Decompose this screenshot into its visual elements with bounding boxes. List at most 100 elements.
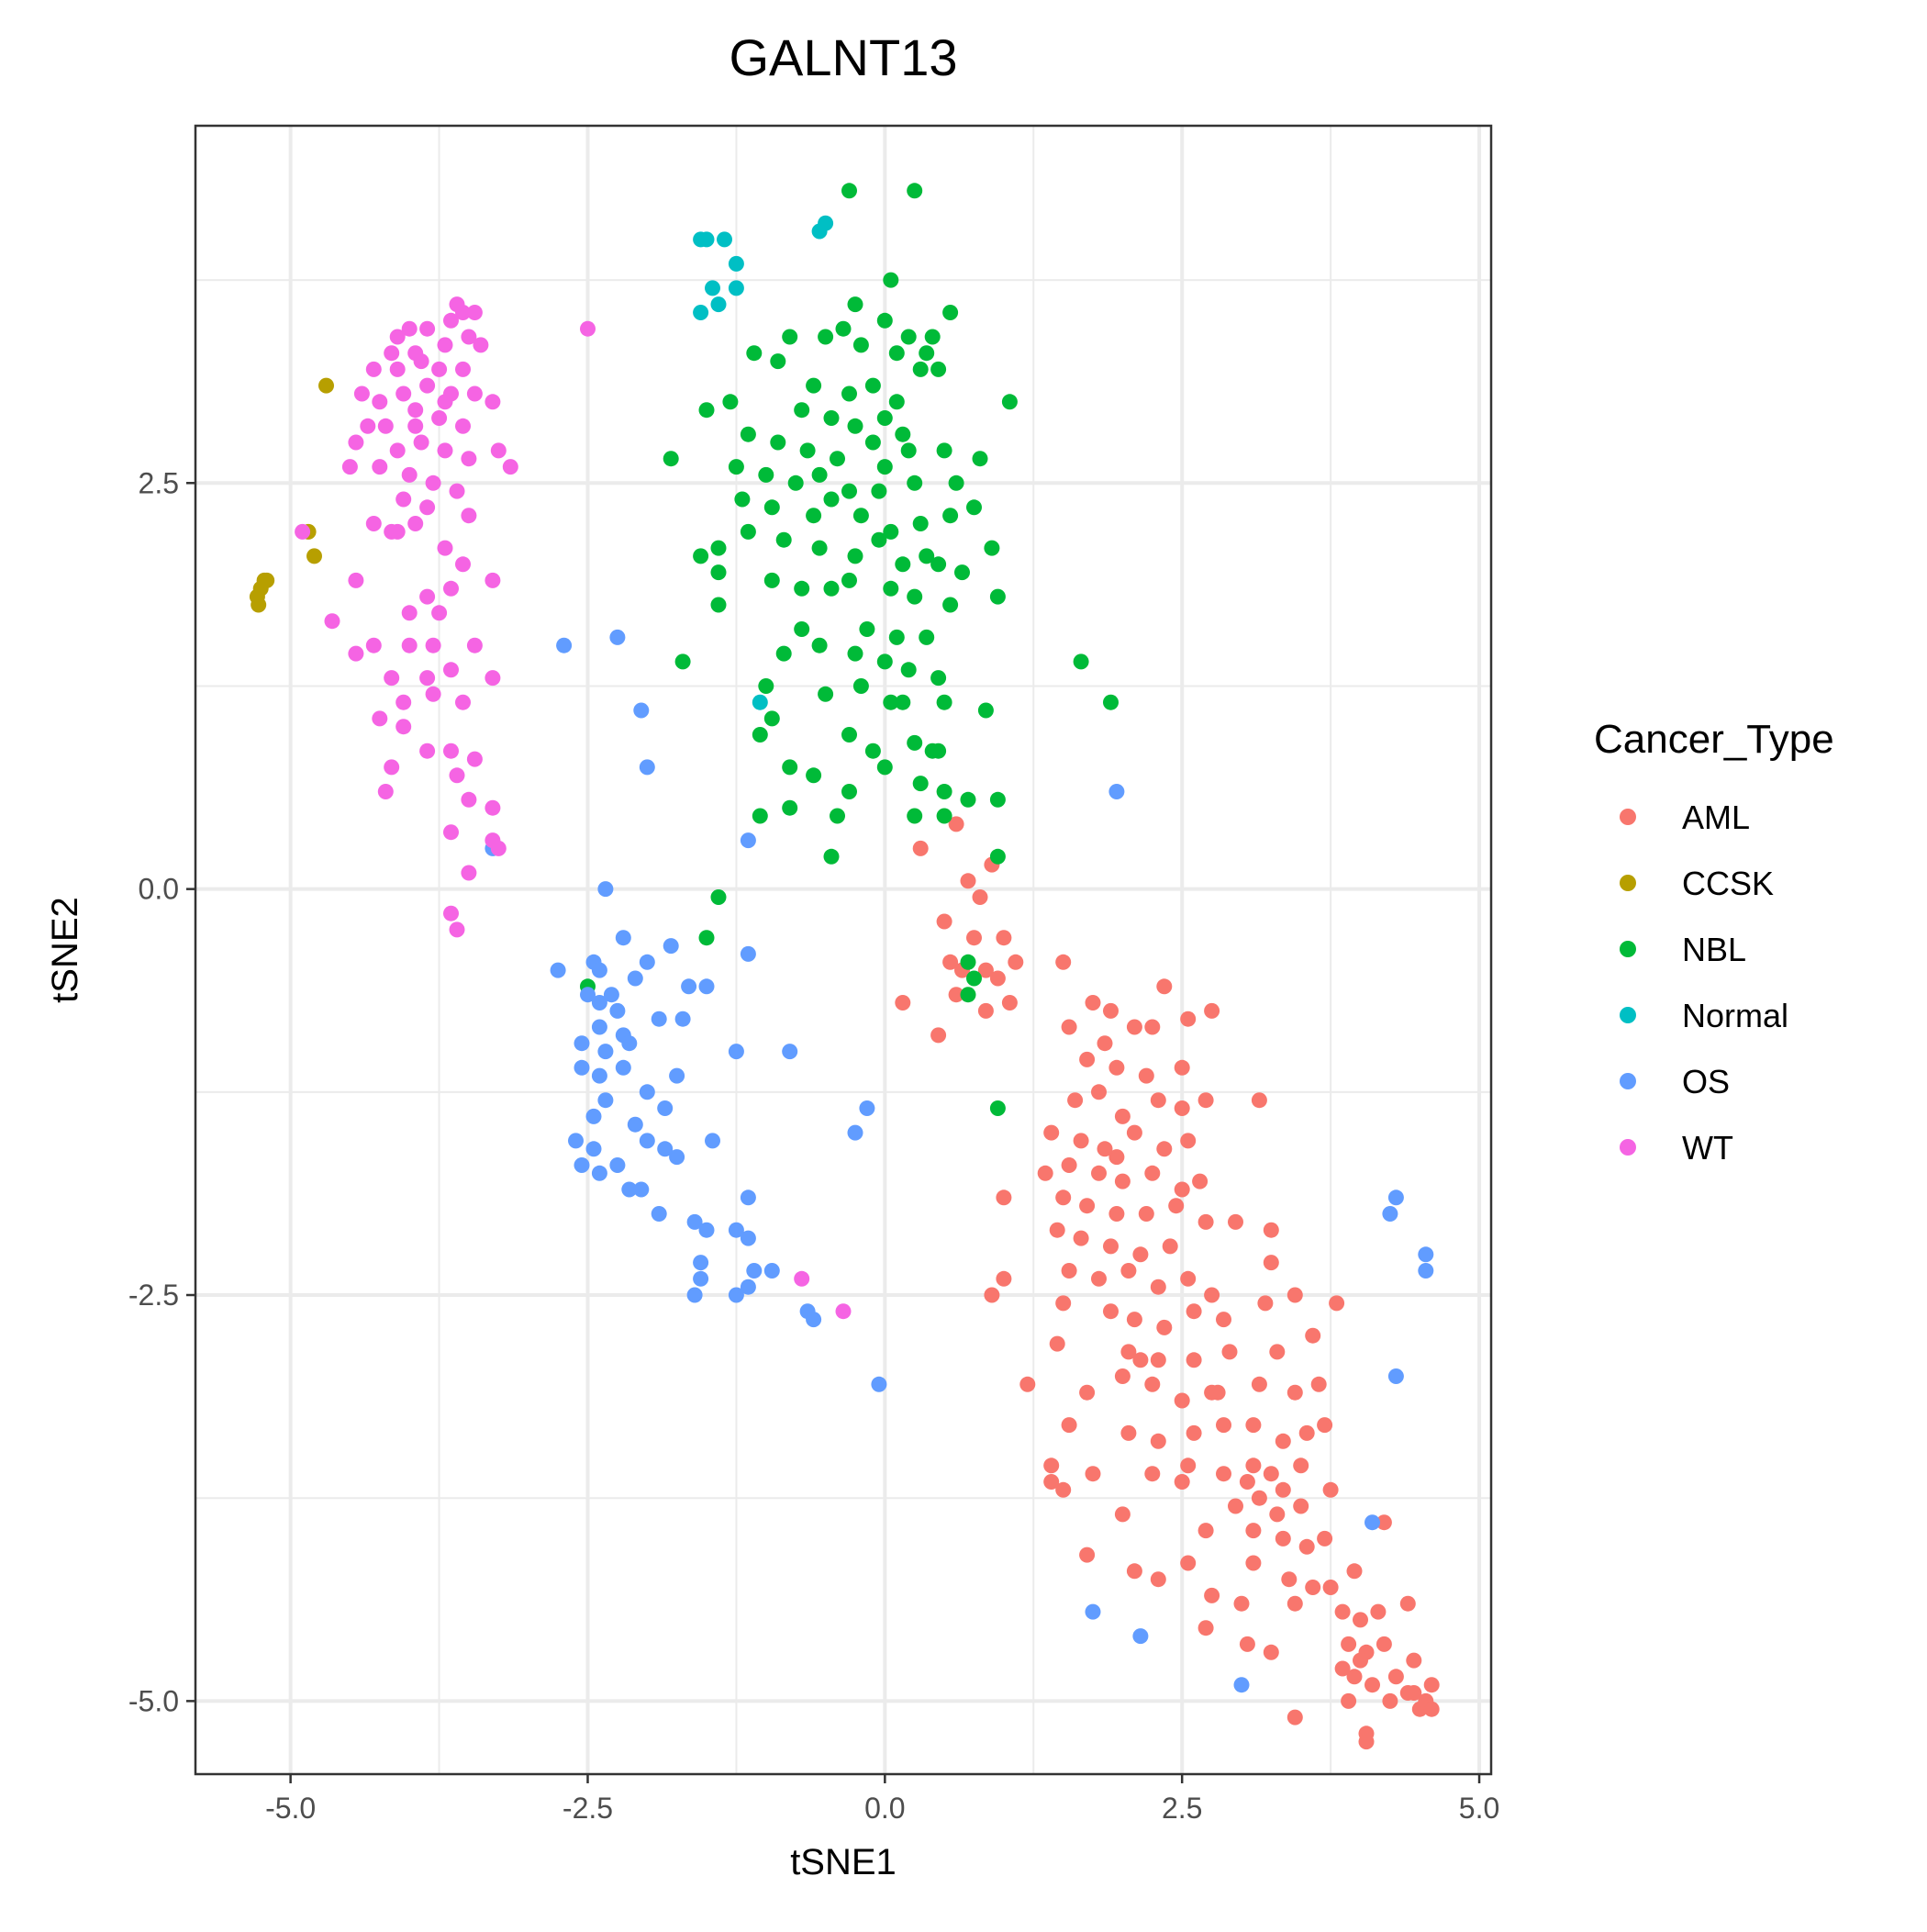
point-nbl bbox=[936, 694, 952, 710]
point-os bbox=[609, 629, 626, 645]
point-wt bbox=[443, 743, 459, 759]
point-aml bbox=[972, 889, 988, 905]
point-nbl bbox=[942, 508, 959, 524]
point-ccsk bbox=[306, 548, 322, 564]
point-aml bbox=[1376, 1514, 1392, 1531]
point-nbl bbox=[966, 970, 982, 987]
point-nbl bbox=[693, 548, 709, 564]
point-aml bbox=[1114, 1368, 1131, 1384]
point-wt bbox=[466, 385, 483, 402]
point-aml bbox=[1334, 1603, 1351, 1620]
point-nbl bbox=[841, 183, 857, 199]
point-wt bbox=[466, 637, 483, 653]
point-nbl bbox=[823, 410, 840, 426]
point-aml bbox=[1346, 1563, 1363, 1580]
point-os bbox=[698, 978, 715, 995]
point-aml bbox=[1150, 1352, 1166, 1368]
point-nbl bbox=[960, 791, 976, 808]
point-wt bbox=[431, 361, 448, 377]
legend-label-nbl: NBL bbox=[1682, 931, 1746, 968]
point-wt bbox=[437, 337, 453, 353]
point-aml bbox=[1186, 1352, 1202, 1368]
point-nbl bbox=[900, 442, 917, 459]
point-aml bbox=[1322, 1580, 1339, 1595]
point-nbl bbox=[883, 523, 899, 540]
point-os bbox=[585, 1141, 602, 1157]
point-nbl bbox=[758, 678, 774, 694]
point-aml bbox=[1370, 1603, 1387, 1620]
point-nbl bbox=[989, 588, 1006, 605]
point-nbl bbox=[763, 572, 780, 588]
point-nbl bbox=[841, 784, 857, 799]
point-aml bbox=[1144, 1019, 1161, 1035]
point-nbl bbox=[746, 345, 763, 362]
point-nbl bbox=[782, 329, 798, 345]
point-os bbox=[1108, 784, 1125, 799]
point-nbl bbox=[698, 930, 715, 946]
point-nbl bbox=[888, 394, 905, 410]
point-wt bbox=[353, 385, 370, 402]
point-nbl bbox=[728, 459, 744, 475]
point-os bbox=[633, 1181, 650, 1198]
point-nbl bbox=[1073, 653, 1089, 670]
point-aml bbox=[1055, 1481, 1072, 1498]
point-nbl bbox=[876, 759, 893, 776]
point-aml bbox=[1293, 1498, 1309, 1514]
point-nbl bbox=[930, 556, 947, 573]
point-os bbox=[639, 759, 655, 776]
point-wt bbox=[341, 459, 358, 475]
point-wt bbox=[490, 840, 507, 856]
point-aml bbox=[996, 930, 1012, 946]
point-aml bbox=[1263, 1255, 1279, 1271]
point-aml bbox=[1197, 1620, 1214, 1636]
point-aml bbox=[1221, 1344, 1238, 1360]
point-aml bbox=[1251, 1490, 1267, 1506]
point-os bbox=[740, 945, 756, 962]
point-wt bbox=[490, 442, 507, 459]
point-nbl bbox=[847, 645, 863, 662]
point-aml bbox=[1269, 1506, 1286, 1523]
legend-title: Cancer_Type bbox=[1594, 717, 1834, 762]
point-os bbox=[627, 970, 643, 987]
point-aml bbox=[1310, 1376, 1327, 1392]
point-nbl bbox=[930, 743, 947, 759]
point-os bbox=[1233, 1677, 1250, 1693]
point-wt bbox=[580, 320, 596, 337]
point-wt bbox=[502, 459, 518, 475]
point-nbl bbox=[710, 889, 727, 905]
point-aml bbox=[930, 1027, 947, 1044]
point-wt bbox=[485, 572, 501, 588]
point-os bbox=[639, 1133, 655, 1149]
point-nbl bbox=[752, 808, 768, 824]
point-aml bbox=[1197, 1213, 1214, 1230]
x-tick-label: -5.0 bbox=[265, 1792, 316, 1825]
point-wt bbox=[324, 613, 340, 630]
axes: -5.0 -2.5 0.0 2.5 5.0 -5.0 -2.5 0.0 2.5 bbox=[128, 466, 1499, 1825]
point-aml bbox=[1073, 1133, 1089, 1149]
point-wt bbox=[461, 791, 477, 808]
series-wt bbox=[295, 296, 852, 1320]
point-nbl bbox=[907, 183, 923, 199]
point-os bbox=[698, 1222, 715, 1238]
point-nbl bbox=[942, 305, 959, 320]
point-os bbox=[639, 1084, 655, 1100]
point-aml bbox=[1180, 1011, 1197, 1027]
point-os bbox=[740, 1279, 756, 1295]
point-nbl bbox=[787, 475, 804, 491]
point-nbl bbox=[823, 580, 840, 597]
point-wt bbox=[473, 337, 489, 353]
point-os bbox=[591, 962, 607, 978]
point-wt bbox=[401, 466, 418, 483]
point-aml bbox=[1091, 1270, 1107, 1287]
y-tick-label: -2.5 bbox=[128, 1279, 179, 1312]
point-nbl bbox=[919, 629, 935, 645]
point-aml bbox=[1216, 1417, 1231, 1434]
point-aml bbox=[1293, 1457, 1309, 1474]
point-os bbox=[574, 1035, 590, 1052]
point-wt bbox=[348, 434, 364, 451]
point-wt bbox=[384, 759, 400, 776]
point-os bbox=[686, 1287, 703, 1303]
point-aml bbox=[1281, 1571, 1298, 1588]
point-normal bbox=[818, 215, 834, 231]
